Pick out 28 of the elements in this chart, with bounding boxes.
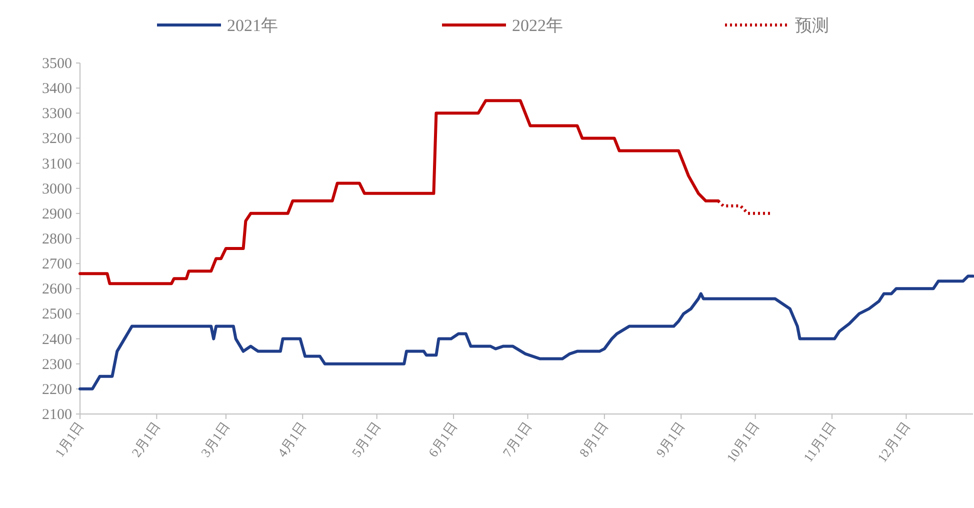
x-tick-label: 9月1日 bbox=[652, 419, 688, 460]
x-tick-label: 7月1日 bbox=[500, 419, 534, 460]
y-tick-label: 3000 bbox=[42, 181, 72, 198]
y-tick-label: 2900 bbox=[42, 206, 72, 222]
x-tick-label: 12月1日 bbox=[874, 419, 913, 465]
legend-label: 预测 bbox=[795, 16, 829, 35]
y-tick-label: 2700 bbox=[42, 256, 72, 273]
x-tick-label: 11月1日 bbox=[800, 419, 838, 465]
x-tick-label: 3月1日 bbox=[198, 419, 232, 460]
y-tick-label: 2400 bbox=[42, 332, 72, 348]
y-tick-label: 3500 bbox=[42, 56, 72, 72]
y-tick-label: 3300 bbox=[42, 106, 72, 122]
x-tick-label: 10月1日 bbox=[723, 419, 762, 465]
y-tick-label: 2600 bbox=[42, 282, 72, 298]
x-tick-label: 2月1日 bbox=[128, 419, 164, 460]
y-tick-label: 2500 bbox=[42, 306, 72, 323]
legend-label: 2022年 bbox=[512, 16, 563, 35]
x-tick-label: 4月1日 bbox=[274, 419, 310, 460]
y-tick-label: 3100 bbox=[42, 156, 72, 172]
y-tick-label: 2800 bbox=[42, 232, 72, 248]
y-tick-label: 3200 bbox=[42, 131, 72, 148]
legend-label: 2021年 bbox=[227, 16, 278, 35]
y-tick-label: 2300 bbox=[42, 356, 72, 373]
y-tick-label: 3400 bbox=[42, 81, 72, 98]
x-tick-label: 6月1日 bbox=[425, 419, 460, 460]
y-tick-label: 2200 bbox=[42, 382, 72, 398]
x-tick-label: 5月1日 bbox=[348, 419, 384, 460]
x-tick-label: 8月1日 bbox=[576, 419, 611, 460]
